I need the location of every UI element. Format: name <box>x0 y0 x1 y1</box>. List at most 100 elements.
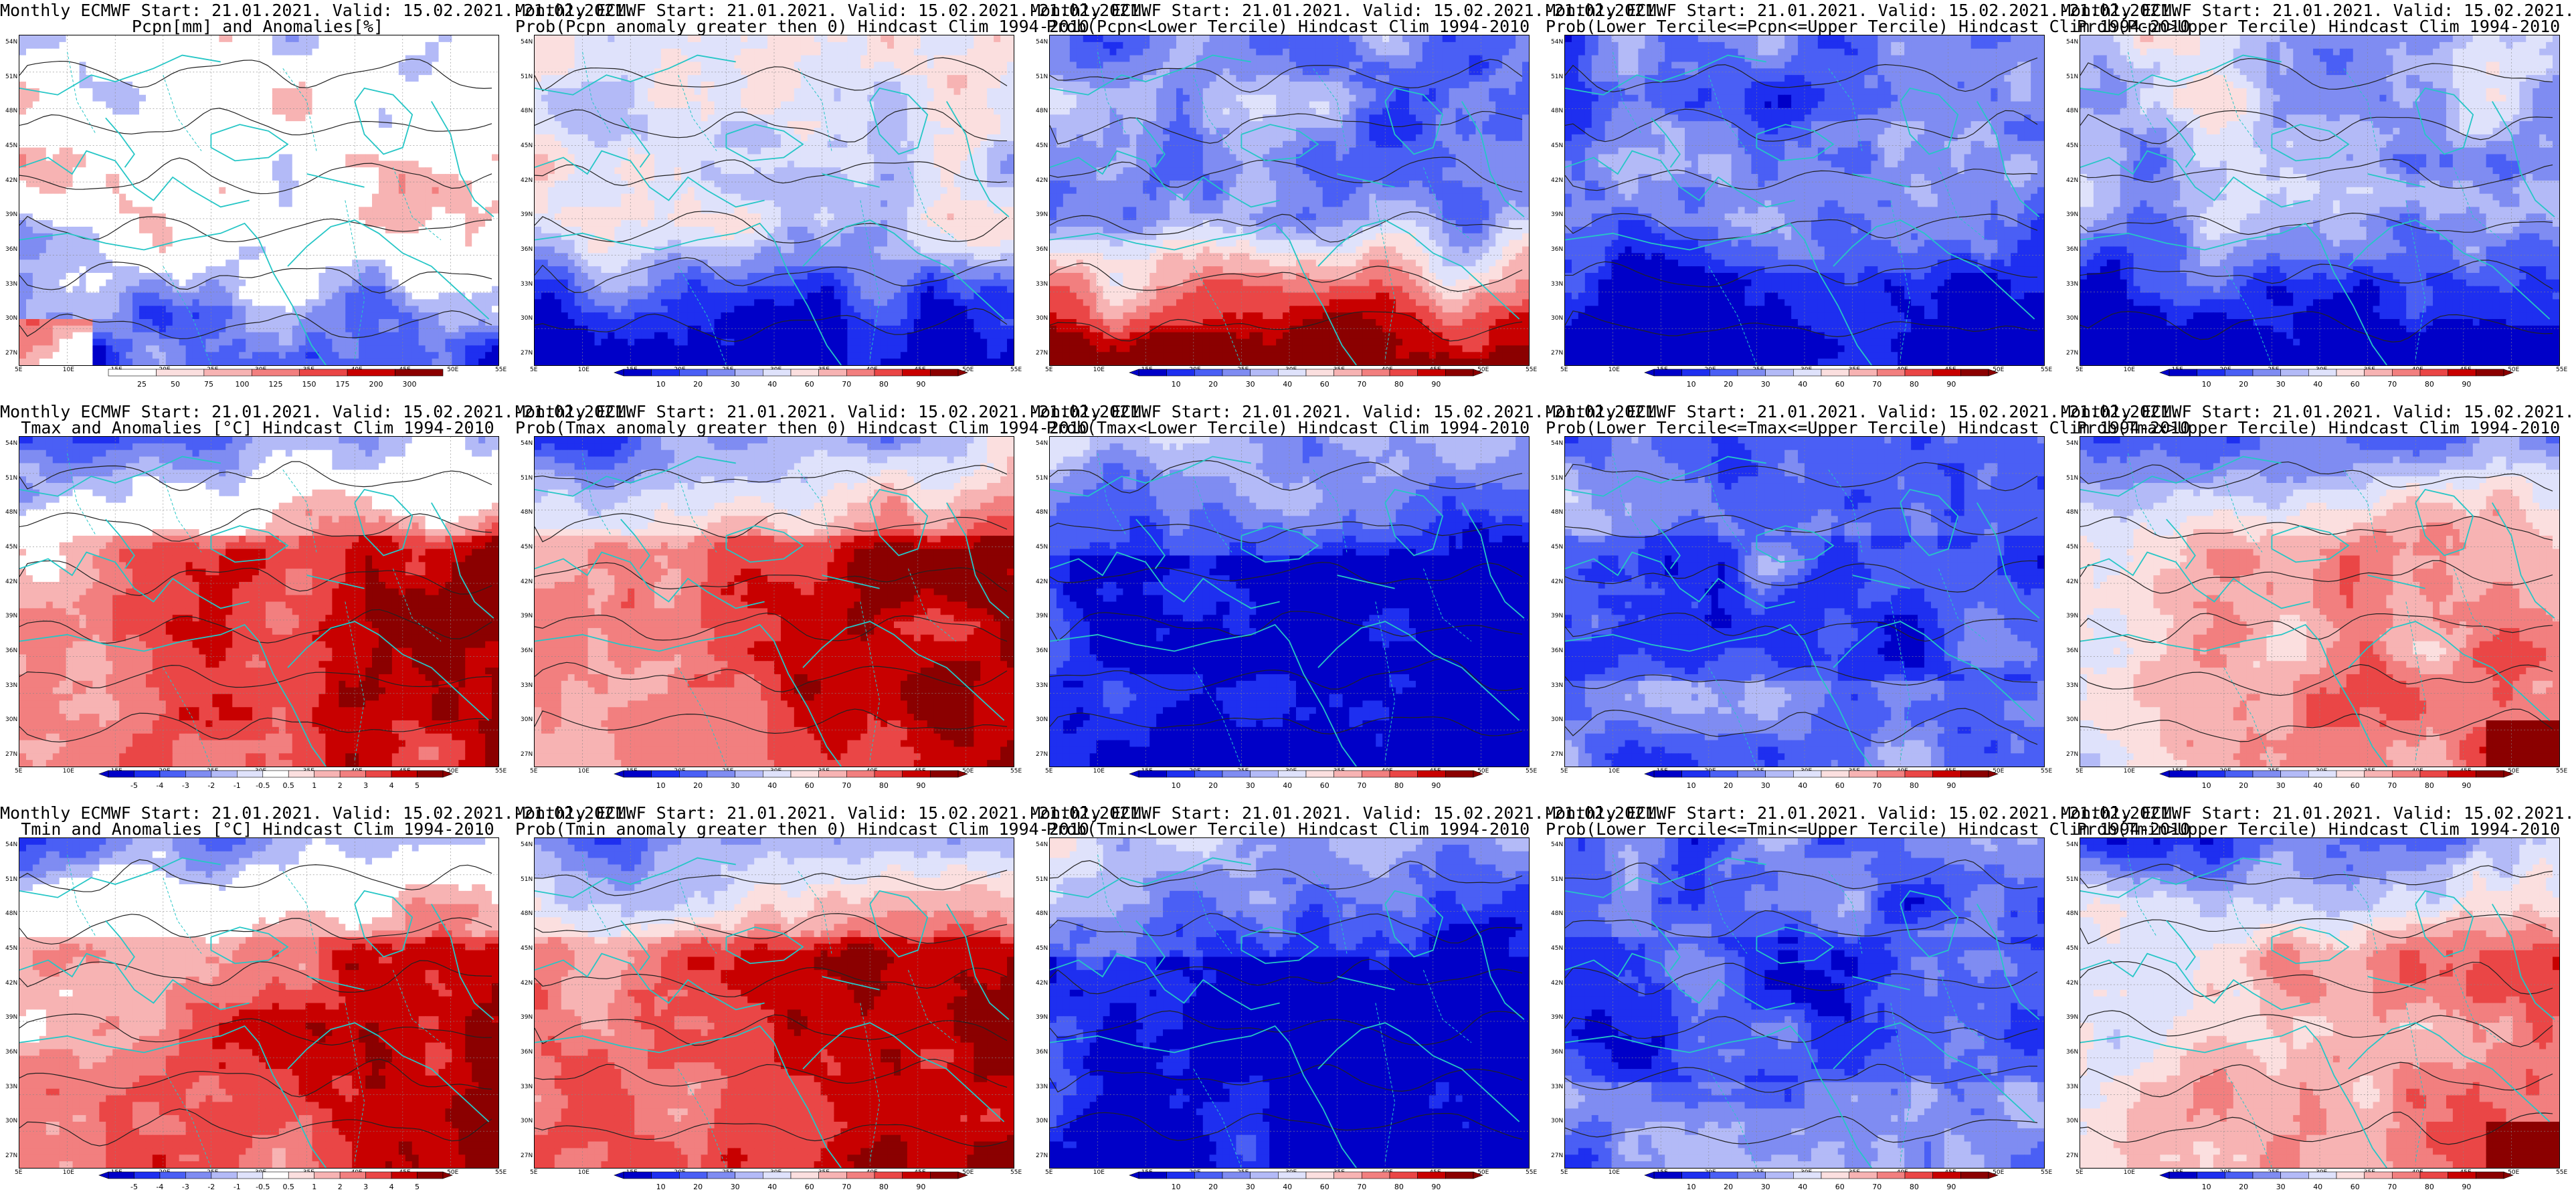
colorbar: -5 -4 -3 -2 -1 -0.5 0.5 1 2 3 4 5 <box>98 769 453 796</box>
lat-label: 36N <box>1551 647 1563 654</box>
forecast-map <box>19 35 499 366</box>
lat-label: 27N <box>521 350 533 357</box>
lat-label: 54N <box>1036 440 1048 447</box>
colorbar-tick-label: 30 <box>731 781 740 790</box>
lon-label: 50E <box>2508 768 2519 775</box>
lon-label: 10E <box>1608 768 1620 775</box>
forecast-panel-tmin-3: Monthly ECMWF Start: 21.01.2021. Valid: … <box>1030 803 1665 1204</box>
lat-label: 36N <box>5 647 17 654</box>
lat-label: 45N <box>521 945 533 952</box>
forecast-panel-tmin-5: Monthly ECMWF Start: 21.01.2021. Valid: … <box>2061 803 2576 1204</box>
lat-label: 48N <box>2066 509 2078 516</box>
lon-label: 5E <box>2076 367 2083 373</box>
map-field-svg <box>1565 838 2044 1168</box>
lat-label: 30N <box>1036 315 1048 322</box>
lon-label: 10E <box>578 768 589 775</box>
map-field-svg <box>19 437 498 767</box>
lat-label: 27N <box>2066 751 2078 758</box>
lat-label: 30N <box>2066 315 2078 322</box>
map-field-svg <box>1050 437 1529 767</box>
colorbar-tick-label: 80 <box>1910 1183 1919 1191</box>
lon-label: 55E <box>1010 367 1022 373</box>
colorbar-tick-label: 30 <box>1246 781 1255 790</box>
lat-label: 48N <box>1551 910 1563 917</box>
colorbar-tick-label: 0.5 <box>282 781 294 790</box>
colorbar-tick-label: 4 <box>389 781 394 790</box>
colorbar-tick-label: 40 <box>2313 1183 2322 1191</box>
lat-label: 45N <box>1036 544 1048 550</box>
lat-label: 48N <box>2066 910 2078 917</box>
colorbar-tick-label: 90 <box>1946 781 1956 790</box>
colorbar-tick-label: 40 <box>1798 781 1807 790</box>
lat-label: 42N <box>5 177 17 184</box>
lat-label: 36N <box>2066 246 2078 253</box>
panel-title-line2: Prob(Tmin anomaly greater then 0) Hindca… <box>515 820 1089 838</box>
colorbar-tick-label: 20 <box>1724 380 1733 389</box>
colorbar-tick-label: 20 <box>1208 1183 1218 1191</box>
colorbar-tick-label: 90 <box>1946 380 1956 389</box>
lon-label: 50E <box>1477 768 1489 775</box>
colorbar: 10 20 30 40 60 70 80 90 <box>2159 1171 2514 1197</box>
lat-label: 30N <box>1551 716 1563 723</box>
forecast-map <box>19 436 499 767</box>
colorbar-tick-label: 90 <box>916 1183 925 1191</box>
lat-label: 36N <box>5 246 17 253</box>
colorbar-tick-label: 80 <box>1910 380 1919 389</box>
lat-label: 30N <box>2066 716 2078 723</box>
colorbar-tick-label: 30 <box>1761 781 1770 790</box>
lon-label: 50E <box>1993 768 2004 775</box>
lon-label: 10E <box>1608 1169 1620 1176</box>
colorbar-tick-label: 5 <box>415 781 420 790</box>
lon-label: 50E <box>962 367 974 373</box>
lat-label: 45N <box>2066 945 2078 952</box>
colorbar-tick-label: 1 <box>312 1183 316 1191</box>
lat-label: 45N <box>5 142 17 149</box>
colorbar: 10 20 30 40 60 70 80 90 <box>614 769 968 796</box>
forecast-panel-pcpn-2: Monthly ECMWF Start: 21.01.2021. Valid: … <box>515 0 1149 401</box>
lat-label: 30N <box>521 1118 533 1124</box>
panel-title-line2: Prob(Tmax<Lower Tercile) Hindcast Clim 1… <box>1030 419 1546 437</box>
colorbar-tick-label: 20 <box>2239 1183 2248 1191</box>
lat-label: 33N <box>1551 281 1563 288</box>
colorbar-tick-label: 60 <box>1320 380 1329 389</box>
colorbar-tick-label: 80 <box>1394 380 1404 389</box>
lon-label: 10E <box>63 367 74 373</box>
colorbar-tick-label: 20 <box>1208 380 1218 389</box>
colorbar-tick-label: 90 <box>916 781 925 790</box>
forecast-panel-pcpn-4: Monthly ECMWF Start: 21.01.2021. Valid: … <box>1546 0 2190 401</box>
lon-label: 5E <box>1045 367 1052 373</box>
lat-label: 39N <box>521 211 533 218</box>
map-field-svg <box>19 838 498 1168</box>
colorbar: 10 20 30 40 60 70 80 90 <box>2159 769 2514 796</box>
colorbar: 10 20 30 40 60 70 80 90 <box>1644 769 1999 796</box>
panel-title-line2: Prob(Lower Tercile<=Tmax<=Upper Tercile)… <box>1546 419 2190 437</box>
forecast-map <box>534 837 1014 1169</box>
lat-label: 39N <box>521 1014 533 1021</box>
lat-label: 42N <box>1551 579 1563 585</box>
lon-label: 55E <box>495 768 507 775</box>
lon-label: 50E <box>1477 367 1489 373</box>
lon-label: 10E <box>578 1169 589 1176</box>
colorbar-tick-label: -5 <box>130 781 138 790</box>
colorbar-tick-label: 30 <box>2276 781 2286 790</box>
forecast-panel-pcpn-1: Monthly ECMWF Start: 21.01.2021. Valid: … <box>0 0 634 401</box>
colorbar: 10 20 30 40 60 70 80 90 <box>614 1171 968 1197</box>
lat-label: 27N <box>5 751 17 758</box>
lat-label: 51N <box>1036 876 1048 883</box>
lon-label: 10E <box>578 367 589 373</box>
map-field-svg <box>535 35 1014 365</box>
colorbar-tick-label: 175 <box>336 380 350 389</box>
forecast-map <box>1049 837 1530 1169</box>
lat-label: 51N <box>5 876 17 883</box>
colorbar: 10 20 30 40 60 70 80 90 <box>2159 368 2514 395</box>
lon-label: 5E <box>1560 768 1568 775</box>
colorbar-tick-label: 90 <box>1946 1183 1956 1191</box>
map-field-svg <box>535 838 1014 1168</box>
lat-label: 33N <box>5 1084 17 1090</box>
lat-label: 30N <box>1551 1118 1563 1124</box>
colorbar-tick-label: 30 <box>1761 1183 1770 1191</box>
lat-label: 54N <box>521 440 533 447</box>
colorbar: -5 -4 -3 -2 -1 -0.5 0.5 1 2 3 4 5 <box>98 1171 453 1197</box>
map-field-svg <box>2080 437 2559 767</box>
colorbar-tick-label: 60 <box>1320 781 1329 790</box>
